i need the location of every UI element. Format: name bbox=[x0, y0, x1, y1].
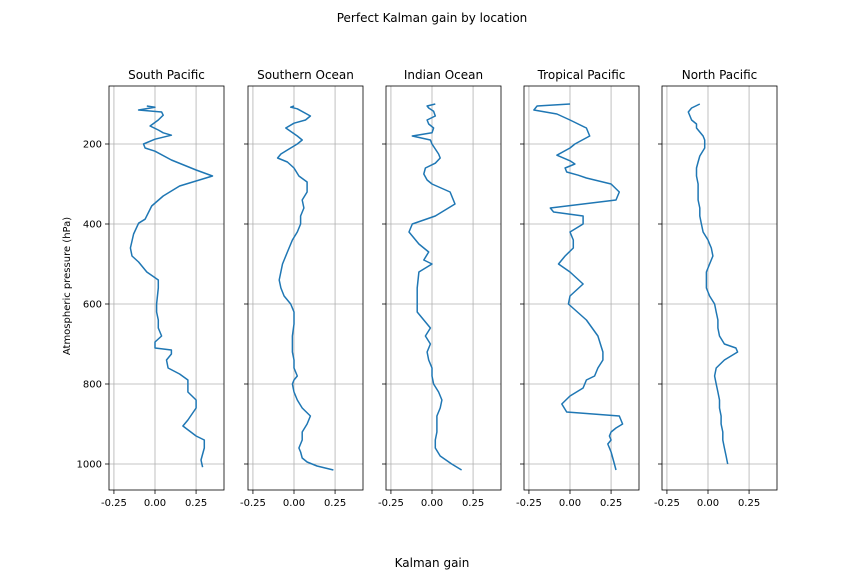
x-tick-label: -0.25 bbox=[516, 498, 542, 509]
y-tick-label: 400 bbox=[83, 220, 102, 231]
subplot-title: North Pacific bbox=[682, 68, 758, 82]
series-line bbox=[533, 103, 624, 471]
subplot-title: Tropical Pacific bbox=[537, 68, 626, 82]
subplots: -0.25 0.00 0.25 200 400 600 800 1000 South Pacif… bbox=[77, 68, 778, 509]
x-tick-label: -0.25 bbox=[240, 498, 266, 509]
series-line bbox=[408, 103, 462, 471]
x-tick-label: -0.25 bbox=[654, 498, 680, 509]
axes-frame bbox=[523, 85, 640, 491]
x-tick-label: 0.00 bbox=[697, 498, 719, 509]
x-tick-label: 0.25 bbox=[738, 498, 760, 509]
series-line bbox=[687, 103, 739, 465]
axes-frame bbox=[661, 85, 778, 491]
subplot-5: -0.25 0.00 0.25 North Pacific bbox=[654, 68, 778, 509]
axes-frame bbox=[385, 85, 502, 491]
x-tick-label: 0.00 bbox=[283, 498, 305, 509]
x-tick-label: 0.25 bbox=[462, 498, 484, 509]
x-tick-label: 0.25 bbox=[324, 498, 346, 509]
x-tick-label: -0.25 bbox=[101, 498, 127, 509]
x-tick-label: 0.00 bbox=[144, 498, 166, 509]
axes-frame bbox=[247, 85, 364, 491]
axes-frame bbox=[108, 85, 225, 491]
x-tick-label: 0.25 bbox=[600, 498, 622, 509]
subplot-title: Indian Ocean bbox=[404, 68, 483, 82]
y-tick-label: 1000 bbox=[77, 460, 102, 471]
series-line bbox=[276, 105, 334, 471]
figure-title: Perfect Kalman gain by location bbox=[337, 11, 528, 25]
y-tick-label: 800 bbox=[83, 380, 102, 391]
x-tick-label: 0.25 bbox=[185, 498, 207, 509]
series-line bbox=[129, 105, 214, 468]
subplot-title: Southern Ocean bbox=[257, 68, 354, 82]
subplot-2: -0.25 0.00 0.25 Southern Ocean bbox=[240, 68, 364, 509]
subplot-4: -0.25 0.00 0.25 Tropical Pacific bbox=[516, 68, 640, 509]
x-tick-label: -0.25 bbox=[378, 498, 404, 509]
x-tick-label: 0.00 bbox=[421, 498, 443, 509]
y-tick-label: 600 bbox=[83, 300, 102, 311]
y-axis-label: Atmospheric pressure (hPa) bbox=[62, 217, 73, 355]
x-tick-label: 0.00 bbox=[559, 498, 581, 509]
subplot-1: -0.25 0.00 0.25 200 400 600 800 1000 South Pacif… bbox=[77, 68, 225, 509]
y-tick-label: 200 bbox=[83, 140, 102, 151]
x-axis-label: Kalman gain bbox=[395, 556, 470, 570]
subplot-title: South Pacific bbox=[128, 68, 205, 82]
subplot-3: -0.25 0.00 0.25 Indian Ocean bbox=[378, 68, 502, 509]
